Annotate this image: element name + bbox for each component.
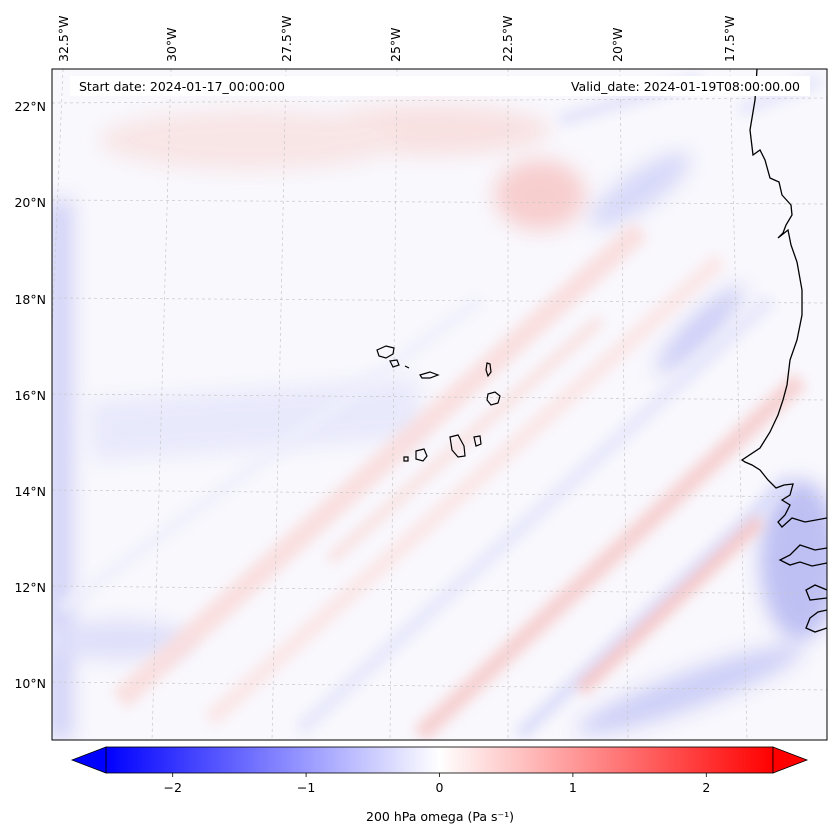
valid-date-label: Valid_date: 2024-01-19T08:00:00.00 xyxy=(571,79,800,94)
colorbar-ticks: −2 −1 0 1 2 xyxy=(163,773,710,795)
latitude-labels: 22°N 20°N 18°N 16°N 14°N 12°N 10°N xyxy=(14,99,46,691)
colorbar-tick-label: 0 xyxy=(436,780,444,795)
lat-label: 14°N xyxy=(14,484,46,499)
island-santiago xyxy=(449,434,466,458)
island-fogo xyxy=(415,448,428,462)
lon-label: 32.5°W xyxy=(56,16,71,62)
lat-label: 16°N xyxy=(14,388,46,403)
lon-label: 27.5°W xyxy=(279,16,294,62)
start-date-label: Start date: 2024-01-17_00:00:00 xyxy=(79,79,285,94)
west-africa-coastline xyxy=(740,69,827,633)
island-sal xyxy=(485,362,492,378)
lat-label: 18°N xyxy=(14,292,46,307)
lat-label: 22°N xyxy=(14,99,46,114)
island-sao-nicolau xyxy=(419,371,440,379)
island-sao-vicente xyxy=(389,359,400,368)
lat-label: 20°N xyxy=(14,195,46,210)
lon-label: 25°W xyxy=(388,27,403,62)
colorbar-body xyxy=(105,746,774,774)
colorbar-tick-label: −1 xyxy=(297,780,315,795)
colorbar-label: 200 hPa omega (Pa s⁻¹) xyxy=(366,809,514,824)
colorbar: −2 −1 0 1 2 200 hPa omega (Pa s⁻¹) xyxy=(70,746,809,824)
cape-verde-islands xyxy=(376,345,501,462)
omega-field-shading xyxy=(52,73,827,740)
header-band xyxy=(70,76,810,96)
map-panel: Start date: 2024-01-17_00:00:00 Valid_da… xyxy=(52,69,827,740)
lon-label: 17.5°W xyxy=(722,16,737,62)
graticule xyxy=(52,69,827,740)
island-santo-antao xyxy=(376,345,395,359)
longitude-labels: 32.5°W 30°W 27.5°W 25°W 22.5°W 20°W 17.5… xyxy=(56,16,737,62)
colorbar-tick-label: 2 xyxy=(702,780,710,795)
map-frame xyxy=(51,68,828,741)
lat-label: 12°N xyxy=(14,580,46,595)
island-brava xyxy=(403,456,409,462)
colorbar-tick-label: −2 xyxy=(163,780,181,795)
island-santa-luzia xyxy=(404,365,410,369)
lon-label: 22.5°W xyxy=(500,16,515,62)
colorbar-extend-min xyxy=(70,746,107,774)
island-maio xyxy=(473,435,482,447)
colorbar-extend-max xyxy=(772,746,809,774)
lon-label: 30°W xyxy=(164,27,179,62)
lon-label: 20°W xyxy=(610,27,625,62)
colorbar-tick-label: 1 xyxy=(569,780,577,795)
lat-label: 10°N xyxy=(14,676,46,691)
island-boa-vista xyxy=(486,391,501,406)
